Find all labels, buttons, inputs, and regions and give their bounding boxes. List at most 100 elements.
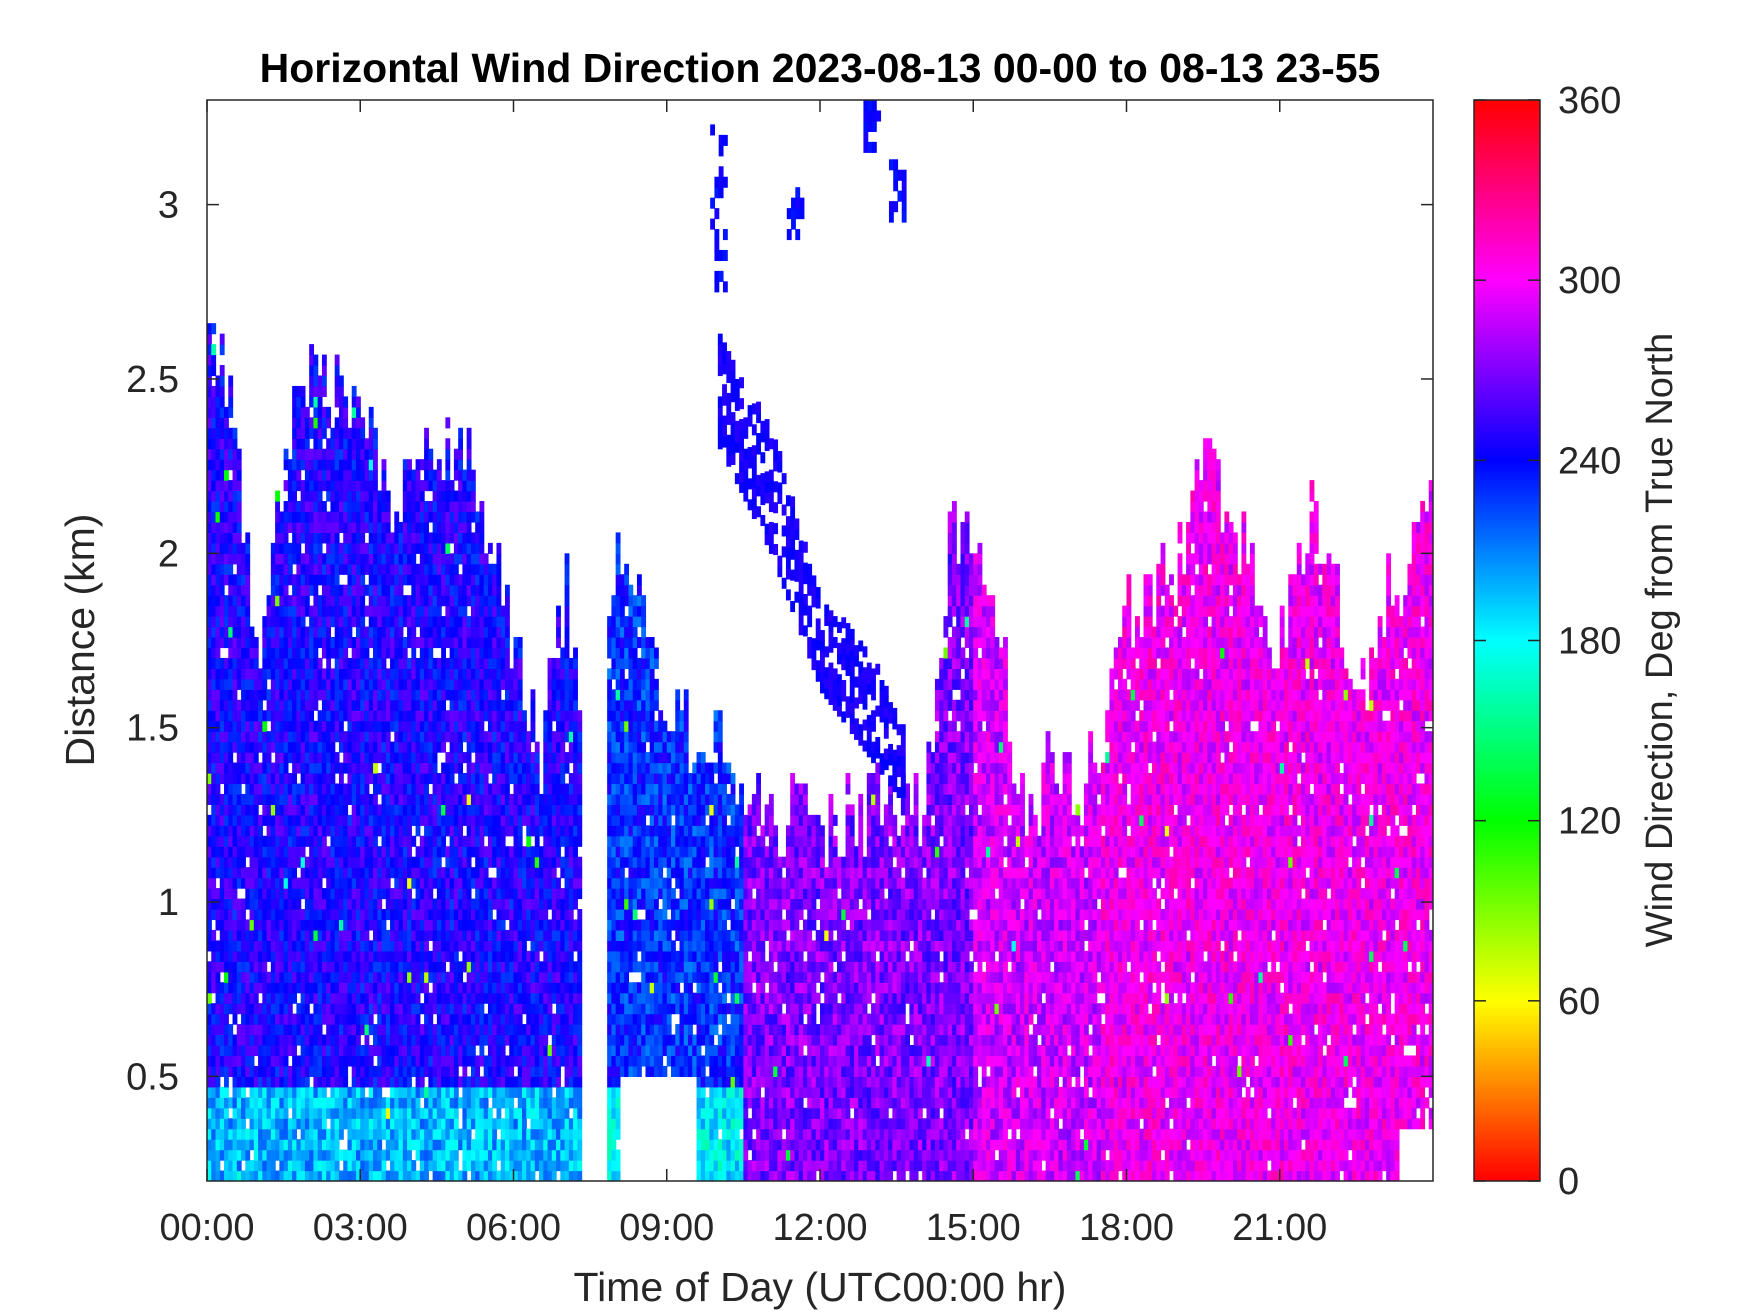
heatmap-cell [496, 1045, 502, 1057]
heatmap-cell [232, 1065, 238, 1077]
heatmap-cell [313, 1149, 319, 1161]
heatmap-cell [517, 720, 523, 732]
heatmap-cell [458, 1128, 464, 1140]
heatmap-cell [415, 605, 421, 617]
heatmap-cell [534, 929, 540, 941]
heatmap-cell [313, 595, 319, 607]
heatmap-cell [432, 501, 438, 513]
heatmap-cell [402, 835, 408, 847]
heatmap-cell [338, 1149, 344, 1161]
heatmap-cell [258, 814, 263, 826]
heatmap-cell [415, 773, 421, 785]
heatmap-cell [458, 867, 464, 879]
heatmap-cell [483, 814, 489, 826]
heatmap-cell [424, 637, 429, 649]
heatmap-cell [228, 637, 234, 649]
heatmap-cell [407, 542, 412, 554]
heatmap-cell [419, 647, 425, 659]
heatmap-cell [487, 616, 493, 628]
heatmap-cell [304, 699, 310, 711]
heatmap-cell [466, 971, 472, 983]
heatmap-cell [385, 731, 391, 743]
heatmap-cell [496, 825, 502, 837]
heatmap-cell [428, 1045, 434, 1057]
heatmap-cell [317, 469, 323, 481]
heatmap-cell [385, 762, 391, 774]
heatmap-cell [419, 909, 425, 921]
heatmap-cell [424, 1045, 429, 1057]
heatmap-cell [355, 490, 361, 502]
heatmap-cell [411, 668, 417, 680]
heatmap-cell [309, 448, 315, 460]
heatmap-cell [355, 595, 361, 607]
heatmap-cell [500, 699, 506, 711]
heatmap-cell [458, 647, 464, 659]
heatmap-cell [241, 929, 246, 941]
heatmap-cell [475, 1013, 481, 1025]
heatmap-cell [475, 804, 481, 816]
heatmap-cell [304, 459, 310, 471]
heatmap-cell [253, 1013, 259, 1025]
heatmap-cell [224, 417, 229, 429]
heatmap-cell [513, 773, 519, 785]
heatmap-cell [428, 511, 434, 523]
heatmap-cell [330, 793, 336, 805]
heatmap-cell [402, 1118, 408, 1130]
heatmap-cell [270, 657, 276, 669]
heatmap-cell [224, 657, 229, 669]
heatmap-cell [411, 950, 417, 962]
heatmap-cell [479, 699, 485, 711]
heatmap-cell [415, 929, 421, 941]
heatmap-cell [270, 846, 276, 858]
heatmap-cell [513, 877, 519, 889]
heatmap-cell [385, 1003, 391, 1015]
heatmap-cell [270, 762, 276, 774]
heatmap-cell [411, 699, 417, 711]
heatmap-cell [309, 605, 315, 617]
heatmap-cell [287, 1024, 293, 1036]
heatmap-cell [509, 1034, 515, 1046]
heatmap-cell [296, 1065, 302, 1077]
heatmap-cell [368, 668, 374, 680]
heatmap-cell [317, 909, 323, 921]
heatmap-cell [224, 856, 229, 868]
heatmap-cell [368, 438, 374, 450]
heatmap-cell [275, 909, 280, 921]
heatmap-cell [317, 657, 323, 669]
heatmap-cell [381, 574, 387, 586]
heatmap-cell [347, 888, 353, 900]
heatmap-cell [470, 814, 476, 826]
heatmap-cell [241, 762, 246, 774]
heatmap-cell [270, 595, 276, 607]
heatmap-cell [292, 427, 297, 439]
heatmap-cell [300, 1097, 306, 1109]
heatmap-cell [504, 982, 510, 994]
heatmap-cell [219, 595, 225, 607]
heatmap-cell [266, 657, 272, 669]
heatmap-cell [534, 814, 540, 826]
heatmap-cell [402, 814, 408, 826]
heatmap-cell [304, 595, 310, 607]
heatmap-cell [211, 1149, 217, 1161]
heatmap-cell [275, 1045, 280, 1057]
heatmap-cell [517, 804, 523, 816]
heatmap-cell [245, 741, 251, 753]
heatmap-cell [338, 459, 344, 471]
heatmap-cell [436, 574, 442, 586]
heatmap-cell [287, 867, 293, 879]
heatmap-cell [445, 867, 451, 879]
heatmap-cell [292, 584, 297, 596]
heatmap-cell [207, 982, 212, 994]
heatmap-cell [492, 762, 498, 774]
heatmap-cell [466, 909, 472, 921]
heatmap-cell [224, 783, 229, 795]
heatmap-cell [500, 950, 506, 962]
heatmap-cell [449, 1118, 455, 1130]
heatmap-cell [338, 605, 344, 617]
heatmap-cell [317, 731, 323, 743]
heatmap-cell [462, 1128, 468, 1140]
heatmap-cell [453, 1003, 459, 1015]
heatmap-cell [296, 668, 302, 680]
heatmap-cell [296, 1086, 302, 1098]
heatmap-cell [262, 867, 268, 879]
